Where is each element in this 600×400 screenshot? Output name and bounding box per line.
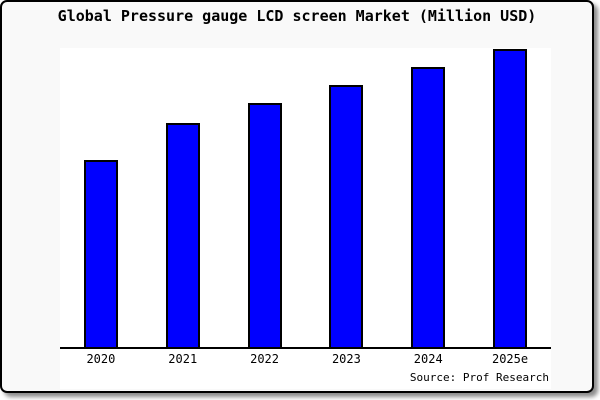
bars-region <box>60 48 551 347</box>
x-tick-label-2024: 2024 <box>413 352 443 366</box>
source-credit: Source: Prof Research <box>409 371 549 384</box>
plot-area: 2020 2021 2022 2023 2024 2025e Source: Prof R… <box>60 48 551 389</box>
bar-2024 <box>411 66 446 347</box>
x-tick-label-2021: 2021 <box>168 352 198 366</box>
bar-2025e <box>493 48 528 347</box>
x-tick-label-2023: 2023 <box>331 352 361 366</box>
bar-2021 <box>165 122 200 347</box>
x-axis-ticks: 2020 2021 2022 2023 2024 2025e <box>60 352 551 366</box>
chart-title: Global Pressure gauge LCD screen Market … <box>57 7 537 25</box>
x-tick-label-2025e: 2025e <box>491 352 529 366</box>
bar-slot-2021 <box>142 48 224 347</box>
bar-2020 <box>83 159 118 347</box>
bar-slot-2023 <box>305 48 387 347</box>
x-tick-label-2022: 2022 <box>250 352 280 366</box>
bar-slot-2025e <box>469 48 551 347</box>
chart-card: Global Pressure gauge LCD screen Market … <box>0 0 594 393</box>
x-tick-label-2020: 2020 <box>86 352 116 366</box>
bar-2023 <box>329 84 364 347</box>
bar-slot-2022 <box>224 48 306 347</box>
bar-slot-2020 <box>60 48 142 347</box>
x-axis-line <box>60 347 551 349</box>
bar-slot-2024 <box>387 48 469 347</box>
bar-2022 <box>247 103 282 347</box>
